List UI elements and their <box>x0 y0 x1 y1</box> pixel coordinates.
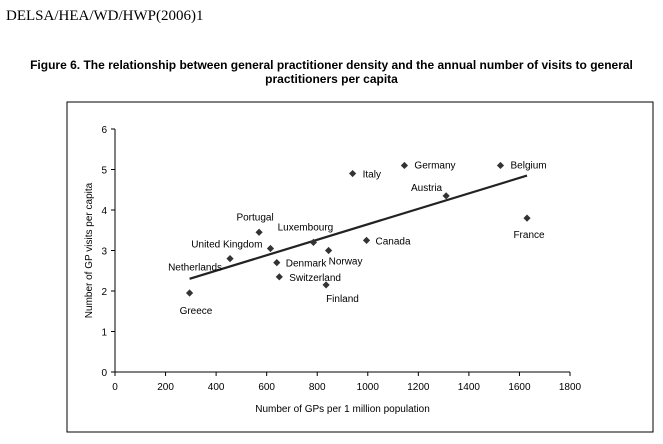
y-tick-label: 1 <box>101 328 107 339</box>
data-point <box>273 259 281 267</box>
y-tick-label: 3 <box>101 247 107 258</box>
data-point-label: Switzerland <box>289 273 341 284</box>
trendline <box>189 174 528 280</box>
data-point <box>275 273 283 281</box>
y-tick-label: 0 <box>101 368 107 379</box>
data-point-label: Italy <box>363 170 381 181</box>
data-point <box>523 214 531 222</box>
data-point-label: Austria <box>411 183 443 194</box>
data-point-label: Luxembourg <box>278 222 334 233</box>
x-tick-label: 1600 <box>508 382 531 393</box>
x-tick-label: 1200 <box>407 382 430 393</box>
y-tick-label: 5 <box>101 166 107 177</box>
data-point-label: Germany <box>414 160 455 171</box>
y-tick-label: 4 <box>101 206 107 217</box>
data-point <box>400 161 409 170</box>
data-point <box>349 169 357 178</box>
chart-frame <box>66 101 654 433</box>
data-point <box>255 228 263 236</box>
data-point <box>309 238 318 246</box>
data-point <box>266 244 275 253</box>
x-tick-label: 1800 <box>559 382 582 393</box>
data-point <box>442 192 450 200</box>
data-point-label: United Kingdom <box>191 239 262 250</box>
x-tick-label: 200 <box>157 382 174 393</box>
x-axis-title: Number of GPs per 1 million population <box>255 404 430 415</box>
data-point-label: Netherlands <box>168 263 222 274</box>
data-point-label: Canada <box>376 236 411 247</box>
data-point-label: Finland <box>326 294 359 305</box>
x-tick-label: 0 <box>112 382 118 393</box>
data-point <box>324 246 333 255</box>
data-point <box>322 281 330 289</box>
data-point <box>496 161 505 170</box>
figure-title: Figure 6. The relationship between gener… <box>30 58 633 86</box>
x-tick-label: 1400 <box>458 382 481 393</box>
data-point <box>226 255 234 263</box>
data-point-label: Norway <box>329 257 363 268</box>
y-tick-label: 2 <box>101 287 107 298</box>
data-point-label: France <box>513 230 545 241</box>
data-point <box>185 289 194 297</box>
y-axis-title: Number of GP visits per capita <box>84 182 95 318</box>
x-tick-label: 1000 <box>357 382 380 393</box>
data-point-label: Belgium <box>510 160 546 171</box>
data-point <box>362 236 371 244</box>
x-tick-label: 600 <box>258 382 275 393</box>
x-tick-label: 800 <box>309 382 326 393</box>
y-tick-label: 6 <box>101 125 107 136</box>
x-tick-label: 400 <box>208 382 225 393</box>
data-point-label: Portugal <box>236 212 273 223</box>
data-point-label: Denmark <box>286 259 328 270</box>
data-point-label: Greece <box>180 306 213 317</box>
document-header: DELSA/HEA/WD/HWP(2006)1 <box>6 8 204 24</box>
